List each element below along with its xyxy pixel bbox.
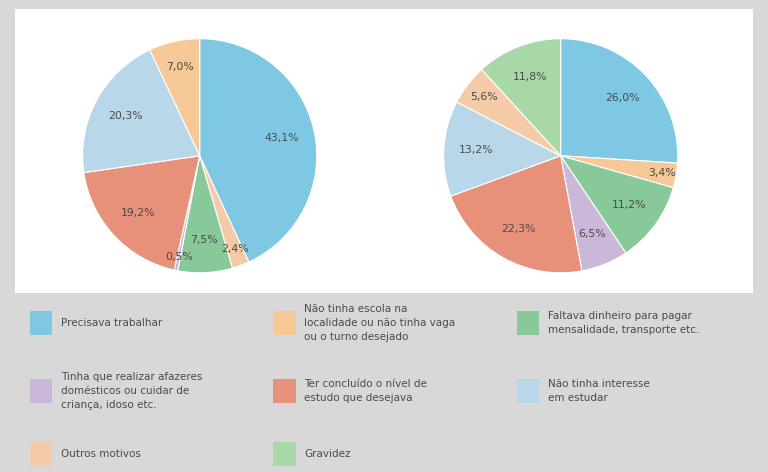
Text: 3,4%: 3,4% bbox=[648, 168, 676, 178]
Wedge shape bbox=[150, 39, 200, 156]
Text: 0,5%: 0,5% bbox=[165, 252, 193, 261]
Text: 7,0%: 7,0% bbox=[166, 62, 194, 72]
Text: Outros motivos: Outros motivos bbox=[61, 449, 141, 459]
Bar bbox=[517, 311, 539, 335]
Bar bbox=[30, 311, 52, 335]
Title: Homem: Homem bbox=[170, 0, 230, 1]
Text: 43,1%: 43,1% bbox=[265, 133, 300, 143]
Wedge shape bbox=[444, 102, 561, 196]
Wedge shape bbox=[177, 156, 233, 273]
Text: Gravidez: Gravidez bbox=[304, 449, 351, 459]
Text: 5,6%: 5,6% bbox=[471, 93, 498, 102]
Text: 2,4%: 2,4% bbox=[220, 244, 248, 254]
Wedge shape bbox=[451, 156, 582, 273]
Text: Ter concluído o nível de
estudo que desejava: Ter concluído o nível de estudo que dese… bbox=[304, 379, 427, 403]
Text: Precisava trabalhar: Precisava trabalhar bbox=[61, 318, 162, 328]
Text: 6,5%: 6,5% bbox=[578, 229, 606, 239]
Wedge shape bbox=[200, 156, 249, 268]
Bar bbox=[273, 442, 296, 465]
Wedge shape bbox=[174, 156, 200, 271]
Text: 19,2%: 19,2% bbox=[121, 208, 155, 218]
Bar bbox=[273, 311, 296, 335]
Title: Mulher: Mulher bbox=[534, 0, 588, 1]
Text: 13,2%: 13,2% bbox=[459, 145, 494, 155]
Text: 11,2%: 11,2% bbox=[611, 200, 646, 211]
Wedge shape bbox=[84, 156, 200, 270]
Wedge shape bbox=[561, 156, 674, 253]
Wedge shape bbox=[561, 39, 677, 163]
Bar bbox=[517, 379, 539, 403]
Wedge shape bbox=[482, 39, 561, 156]
Text: Não tinha interesse
em estudar: Não tinha interesse em estudar bbox=[548, 379, 650, 403]
Text: 22,3%: 22,3% bbox=[502, 224, 536, 234]
Text: 7,5%: 7,5% bbox=[190, 235, 217, 245]
Wedge shape bbox=[561, 156, 626, 271]
Bar bbox=[30, 379, 52, 403]
Text: 20,3%: 20,3% bbox=[108, 111, 143, 121]
Bar bbox=[30, 442, 52, 465]
Wedge shape bbox=[200, 39, 316, 262]
Bar bbox=[273, 379, 296, 403]
Wedge shape bbox=[561, 156, 677, 188]
Text: Tinha que realizar afazeres
domésticos ou cuidar de
criança, idoso etc.: Tinha que realizar afazeres domésticos o… bbox=[61, 372, 203, 410]
Wedge shape bbox=[83, 50, 200, 173]
Text: 11,8%: 11,8% bbox=[513, 72, 548, 82]
Text: 26,0%: 26,0% bbox=[604, 93, 640, 103]
Text: Não tinha escola na
localidade ou não tinha vaga
ou o turno desejado: Não tinha escola na localidade ou não ti… bbox=[304, 304, 455, 342]
Text: Faltava dinheiro para pagar
mensalidade, transporte etc.: Faltava dinheiro para pagar mensalidade,… bbox=[548, 311, 699, 335]
Wedge shape bbox=[457, 69, 561, 156]
